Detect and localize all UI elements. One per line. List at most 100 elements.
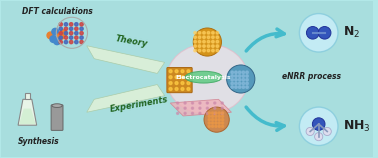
Circle shape bbox=[169, 70, 172, 73]
Circle shape bbox=[214, 107, 216, 109]
Circle shape bbox=[54, 38, 60, 45]
Circle shape bbox=[222, 125, 224, 127]
Circle shape bbox=[203, 36, 205, 39]
Circle shape bbox=[208, 125, 210, 127]
Circle shape bbox=[60, 30, 67, 36]
Circle shape bbox=[208, 122, 210, 124]
Circle shape bbox=[211, 118, 214, 121]
Circle shape bbox=[221, 107, 223, 109]
Circle shape bbox=[194, 36, 197, 39]
Circle shape bbox=[218, 118, 220, 121]
Circle shape bbox=[212, 45, 214, 47]
Circle shape bbox=[199, 107, 201, 109]
Circle shape bbox=[212, 49, 214, 52]
Circle shape bbox=[242, 75, 245, 77]
Text: Electrocatalysis: Electrocatalysis bbox=[176, 75, 231, 80]
Circle shape bbox=[235, 71, 237, 74]
Text: Experiments: Experiments bbox=[109, 94, 169, 113]
Text: eNRR process: eNRR process bbox=[282, 72, 341, 81]
Circle shape bbox=[221, 112, 223, 114]
Circle shape bbox=[218, 122, 220, 124]
Circle shape bbox=[216, 36, 219, 39]
Circle shape bbox=[222, 115, 224, 117]
Circle shape bbox=[199, 102, 201, 104]
Circle shape bbox=[216, 49, 219, 52]
Circle shape bbox=[242, 71, 245, 74]
Circle shape bbox=[199, 112, 201, 114]
Circle shape bbox=[206, 112, 208, 114]
Ellipse shape bbox=[167, 44, 248, 114]
Circle shape bbox=[64, 23, 68, 26]
Circle shape bbox=[222, 122, 224, 124]
Circle shape bbox=[64, 31, 68, 35]
Circle shape bbox=[215, 122, 217, 124]
Circle shape bbox=[231, 75, 234, 77]
Ellipse shape bbox=[185, 71, 222, 83]
Circle shape bbox=[181, 76, 184, 79]
Ellipse shape bbox=[52, 104, 62, 107]
Circle shape bbox=[75, 27, 78, 30]
Circle shape bbox=[80, 40, 83, 44]
Circle shape bbox=[50, 36, 57, 42]
Circle shape bbox=[208, 118, 210, 121]
Circle shape bbox=[177, 102, 179, 104]
Circle shape bbox=[242, 78, 245, 81]
Circle shape bbox=[246, 71, 248, 74]
Circle shape bbox=[175, 70, 178, 73]
Circle shape bbox=[323, 127, 331, 136]
Circle shape bbox=[212, 36, 214, 39]
Circle shape bbox=[211, 122, 214, 124]
Circle shape bbox=[198, 49, 201, 52]
Circle shape bbox=[64, 27, 68, 30]
Circle shape bbox=[198, 40, 201, 43]
Circle shape bbox=[175, 88, 178, 91]
Circle shape bbox=[75, 36, 78, 39]
Circle shape bbox=[181, 88, 184, 91]
Circle shape bbox=[70, 27, 73, 30]
Circle shape bbox=[204, 107, 229, 132]
Circle shape bbox=[177, 112, 179, 114]
Circle shape bbox=[215, 115, 217, 117]
Circle shape bbox=[175, 82, 178, 85]
Circle shape bbox=[235, 82, 237, 85]
Circle shape bbox=[64, 40, 68, 44]
Circle shape bbox=[80, 31, 83, 35]
Circle shape bbox=[52, 28, 59, 35]
Circle shape bbox=[239, 82, 241, 85]
Circle shape bbox=[246, 86, 248, 88]
Circle shape bbox=[70, 40, 73, 44]
Circle shape bbox=[216, 45, 219, 47]
Polygon shape bbox=[18, 99, 37, 125]
Circle shape bbox=[206, 107, 208, 109]
Circle shape bbox=[242, 82, 245, 85]
FancyBboxPatch shape bbox=[51, 105, 63, 130]
Circle shape bbox=[239, 78, 241, 81]
Circle shape bbox=[231, 82, 234, 85]
Circle shape bbox=[207, 31, 210, 34]
Circle shape bbox=[222, 112, 224, 114]
Circle shape bbox=[75, 40, 78, 44]
Circle shape bbox=[59, 40, 62, 44]
Circle shape bbox=[169, 88, 172, 91]
Circle shape bbox=[218, 125, 220, 127]
Circle shape bbox=[193, 28, 222, 56]
Circle shape bbox=[198, 45, 201, 47]
Circle shape bbox=[235, 75, 237, 77]
Circle shape bbox=[215, 118, 217, 121]
FancyBboxPatch shape bbox=[167, 67, 192, 93]
Polygon shape bbox=[19, 109, 36, 124]
Circle shape bbox=[194, 31, 197, 34]
Circle shape bbox=[227, 65, 255, 93]
Circle shape bbox=[206, 102, 208, 104]
Circle shape bbox=[181, 70, 184, 73]
Circle shape bbox=[207, 36, 210, 39]
Circle shape bbox=[70, 31, 73, 35]
Circle shape bbox=[306, 127, 314, 136]
Circle shape bbox=[214, 112, 216, 114]
Text: Theory: Theory bbox=[115, 34, 149, 49]
Circle shape bbox=[216, 40, 219, 43]
Circle shape bbox=[218, 115, 220, 117]
Circle shape bbox=[211, 125, 214, 127]
Circle shape bbox=[212, 40, 214, 43]
Circle shape bbox=[175, 76, 178, 79]
